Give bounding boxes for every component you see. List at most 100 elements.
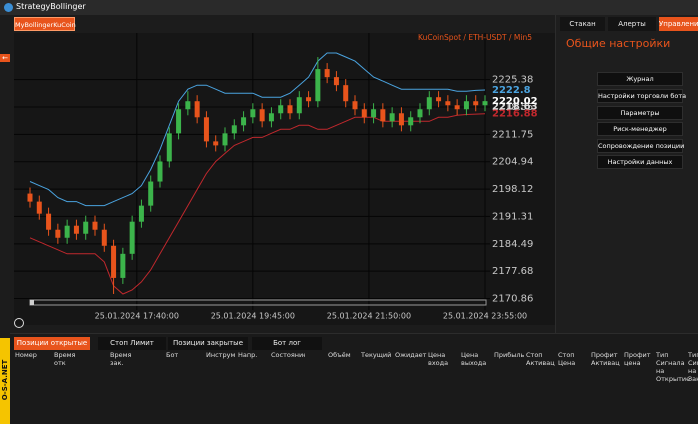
title-bar	[0, 0, 698, 15]
column-header: Напр.	[238, 351, 258, 359]
settings-button[interactable]: Параметры	[597, 106, 683, 120]
positions-tab[interactable]: Позиции открытые	[14, 337, 90, 350]
candle-body	[55, 229, 61, 238]
instrument-label: KuCoinSpot / ETH-USDT / Min5	[418, 33, 532, 42]
column-header: Инструм	[206, 351, 236, 359]
candle-body	[426, 97, 432, 110]
price-label: 2216.88	[492, 109, 538, 120]
column-header: Номер	[15, 351, 37, 359]
candle-body	[361, 109, 367, 118]
candle-body	[213, 141, 219, 146]
candle-body	[250, 109, 256, 118]
column-header: Состояние	[271, 351, 305, 359]
y-tick-label: 2184.49	[492, 239, 533, 250]
column-header: Профит Активац	[591, 351, 620, 367]
candle-body	[101, 229, 107, 246]
scrollbar	[29, 299, 487, 306]
brand-strip	[0, 338, 10, 424]
candle-body	[241, 117, 247, 126]
panel-tab[interactable]: Алерты	[608, 17, 656, 31]
panel-heading: Общие настройки	[566, 37, 671, 50]
window-title: StrategyBollinger	[16, 2, 86, 11]
candle-body	[287, 105, 293, 114]
candle-body	[398, 113, 404, 126]
candle-body	[463, 101, 469, 110]
candle-body	[352, 101, 358, 110]
column-header: Цена входа	[428, 351, 449, 367]
settings-button[interactable]: Журнал	[597, 72, 683, 86]
candle-body	[111, 245, 117, 278]
column-header: Стоп Активац	[526, 351, 555, 367]
column-header: Объём	[328, 351, 351, 359]
candle-body	[389, 113, 395, 122]
candle-body	[27, 193, 33, 202]
candle-body	[482, 101, 488, 106]
candle-body	[333, 77, 339, 86]
candle-body	[194, 101, 200, 118]
candle-body	[157, 161, 163, 182]
candle-body	[166, 133, 172, 162]
price-label: 2222.8	[492, 85, 531, 96]
column-header: Цена выхода	[461, 351, 487, 367]
panel-tab[interactable]: Управление	[659, 17, 698, 31]
price-label: 2220.02	[492, 96, 538, 107]
x-tick-label: 25.01.2024 17:40:00	[95, 312, 179, 321]
candle-body	[92, 221, 98, 230]
price-label: 2218.63	[492, 102, 538, 113]
column-header: Бот	[166, 351, 179, 359]
candle-body	[176, 109, 182, 134]
candle-body	[222, 133, 228, 146]
candle-body	[445, 101, 451, 106]
y-tick-label: 2218.55	[492, 102, 533, 113]
x-tick-label: 25.01.2024 21:50:00	[327, 312, 411, 321]
candle-body	[306, 97, 312, 102]
candle-body	[380, 109, 386, 122]
candle-body	[408, 117, 414, 126]
column-header: Время отк	[54, 351, 76, 367]
candle-body	[436, 97, 442, 102]
bollinger-band	[29, 113, 486, 295]
settings-button[interactable]: Риск-менеджер	[597, 122, 683, 136]
candle-body	[278, 105, 284, 114]
column-header: Прибыль	[494, 351, 525, 359]
settings-button[interactable]: Настройки торговли бота	[597, 89, 686, 103]
y-tick-label: 2191.31	[492, 211, 533, 222]
column-header: Текущий	[361, 351, 392, 359]
candle-body	[324, 69, 330, 78]
candle-body	[36, 201, 42, 214]
y-tick-label: 2198.12	[492, 184, 533, 195]
column-header: Время зак.	[110, 351, 132, 367]
positions-tab[interactable]: Позиции закрытые	[168, 337, 248, 350]
candle-body	[315, 69, 321, 102]
settings-button[interactable]: Настройки данных	[597, 155, 683, 169]
column-header: Стоп Цена	[558, 351, 576, 367]
y-tick-label: 2204.94	[492, 157, 533, 168]
right-panel	[555, 15, 698, 333]
positions-tab[interactable]: Стоп Лимит	[98, 337, 166, 350]
brand-label: O-S-A.NET	[1, 359, 9, 401]
candle-body	[231, 125, 237, 134]
candle-body	[120, 253, 126, 278]
positions-tab[interactable]: Бот лог	[252, 337, 322, 350]
candle-body	[83, 221, 89, 234]
candle-body	[73, 225, 79, 234]
y-tick-label: 2170.86	[492, 294, 533, 305]
panel-tab[interactable]: Стакан	[560, 17, 605, 31]
y-tick-label: 2211.75	[492, 129, 533, 140]
collapse-button[interactable]: ←	[0, 54, 10, 62]
zoom-icon[interactable]	[14, 318, 24, 328]
candle-body	[185, 101, 191, 110]
settings-button[interactable]: Сопровождение позиции	[597, 139, 684, 153]
candle-body	[148, 181, 154, 206]
candle-body	[64, 225, 70, 238]
strategy-button[interactable]: MyBollingerKuCoin	[14, 17, 76, 31]
candle-body	[296, 97, 302, 114]
candle-body	[46, 213, 52, 230]
candle-body	[203, 117, 209, 142]
scroll-thumb	[30, 300, 34, 305]
candle-body	[259, 109, 265, 122]
column-header: Тип Сигнала на Открытие	[656, 351, 690, 383]
